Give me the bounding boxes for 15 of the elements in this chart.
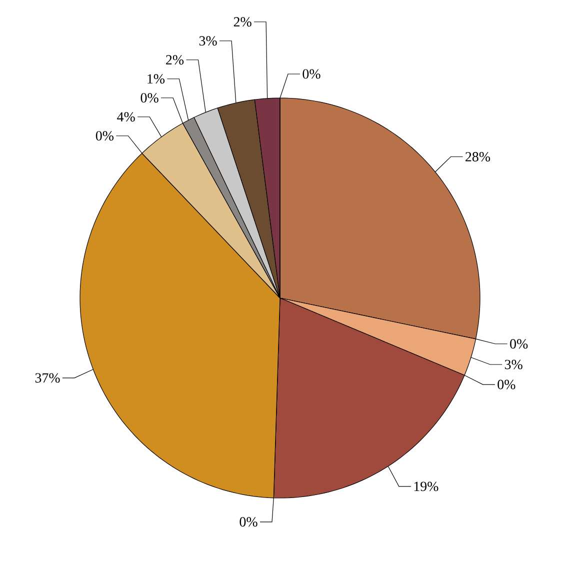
text: 0% <box>240 517 258 527</box>
text: 0% <box>302 69 320 79</box>
data-label: 1% <box>148 74 165 84</box>
text: 0% <box>498 380 516 390</box>
data-label: 3% <box>199 36 217 46</box>
text: 0% <box>510 339 528 349</box>
data-label: 19% <box>414 482 438 492</box>
data-label: 4% <box>117 112 135 122</box>
data-label: 3% <box>504 360 522 370</box>
data-label: 28% <box>466 152 490 162</box>
data-label: 2% <box>166 55 184 65</box>
data-label: 2% <box>234 17 252 27</box>
text: 0% <box>140 93 158 103</box>
text: 0% <box>96 131 114 141</box>
data-label: 37% <box>35 373 60 383</box>
